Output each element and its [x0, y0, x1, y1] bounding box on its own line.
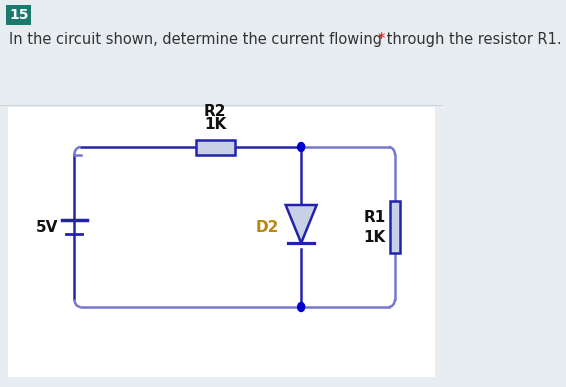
FancyBboxPatch shape	[6, 5, 31, 25]
Text: R2: R2	[204, 104, 226, 119]
Text: 15: 15	[9, 8, 28, 22]
Text: R1: R1	[363, 209, 385, 224]
FancyBboxPatch shape	[8, 107, 435, 377]
Bar	[195, 139, 235, 154]
Text: 1K: 1K	[363, 229, 385, 245]
Text: 1K: 1K	[204, 117, 226, 132]
Circle shape	[298, 303, 305, 312]
Text: 5V: 5V	[36, 219, 58, 235]
Text: *: *	[378, 32, 385, 47]
Text: D2: D2	[256, 219, 280, 235]
Circle shape	[298, 142, 305, 151]
Polygon shape	[286, 205, 316, 243]
Bar	[389, 201, 401, 253]
Text: In the circuit shown, determine the current flowing through the resistor R1.: In the circuit shown, determine the curr…	[10, 32, 562, 47]
